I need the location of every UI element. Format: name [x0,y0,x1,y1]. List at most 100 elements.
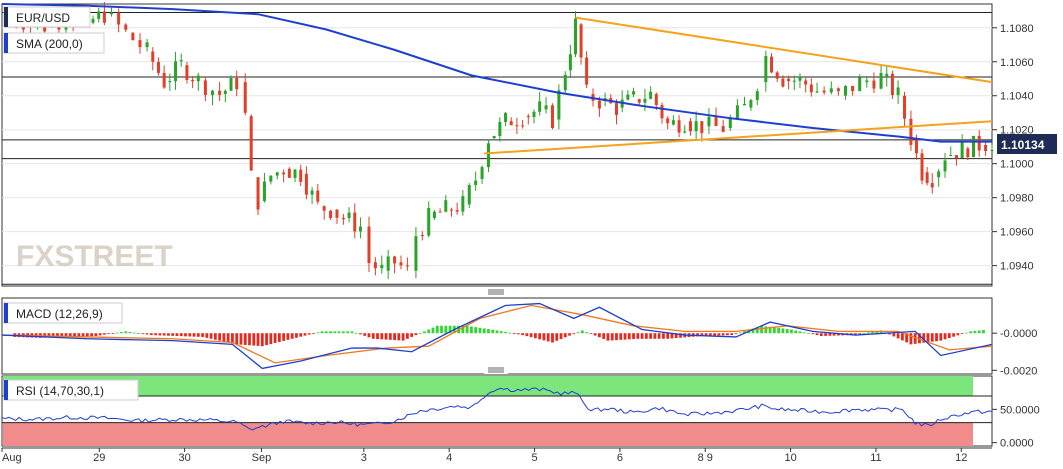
trendline-lower[interactable] [484,120,993,155]
macd-histogram-bar [478,327,482,334]
macd-histogram-bar [388,333,392,340]
candle-down [614,103,618,115]
candle-down [781,78,785,87]
candle-down [585,57,589,85]
macd-histogram-bar [811,333,815,335]
macd-histogram-bar [858,333,862,335]
macd-histogram-bar [662,333,665,339]
candle-down [509,121,513,126]
candle-down [677,120,681,133]
price-tick-label: 1.0980 [1000,193,1034,205]
macd-histogram-bar [363,333,367,336]
candle-up [262,181,266,202]
candle-up [798,76,802,81]
macd-plot-area [1,297,993,375]
candle-up [728,118,732,129]
macd-histogram-bar [149,333,153,336]
trendline-upper[interactable] [575,16,993,84]
macd-histogram-bar [952,333,955,337]
macd-histogram-bar [726,333,729,336]
macd-histogram-bar [623,333,627,340]
macd-histogram-bar [231,333,234,344]
candle-down [243,82,247,113]
macd-histogram-bar [265,333,268,346]
macd-histogram-bar [256,333,260,346]
macd-histogram-bar [226,333,230,343]
candle-down [420,235,424,237]
macd-histogram-bar [90,333,94,337]
macd-histogram-bar [738,332,742,334]
macd-histogram-bar [700,333,704,336]
macd-histogram-bar [862,333,866,334]
candle-up [310,190,314,195]
macd-histogram-bar [704,333,708,336]
macd-histogram-bar [504,331,507,334]
candle-up [943,160,947,172]
macd-histogram-bar [888,333,891,335]
macd-histogram-bar [516,333,520,335]
macd-histogram-bar [179,333,183,337]
macd-histogram-bar [103,333,106,335]
macd-histogram-bar [610,333,614,341]
macd-histogram-bar [474,327,478,334]
candle-down [903,95,907,119]
candle-up [649,91,653,99]
macd-histogram-bar [798,331,802,334]
macd-histogram-bar [312,333,315,335]
candle-down [804,80,808,85]
macd-histogram-bar [124,331,128,334]
candle-down [666,118,670,124]
macd-histogram-bar [85,333,89,337]
macd-histogram-bar [167,333,170,336]
macd-histogram-bar [329,331,332,334]
macd-histogram-bar [777,327,781,334]
price-tick-label: 1.0960 [1000,227,1034,239]
candle-down [515,125,519,127]
macd-histogram-bar [137,333,140,335]
candle-down [249,116,253,171]
macd-histogram-bar [576,332,580,334]
sma-marker [4,33,8,53]
x-tick-label: 5 [531,452,537,464]
candle-up [414,236,418,271]
macd-histogram-bar [324,331,328,334]
macd-histogram-bar [192,333,196,337]
macd-histogram-bar [132,332,136,334]
current-price-label: 1.10134 [1001,138,1045,152]
rsi-marker [4,380,8,400]
candle-up [444,200,448,212]
sma-label: SMA (200,0) [16,37,83,51]
macd-histogram-bar [521,333,525,336]
candle-down [335,209,339,218]
macd-resize-handle[interactable] [484,288,508,296]
rsi-resize-handle[interactable] [484,366,508,374]
x-tick-label: 3 [361,452,367,464]
macd-histogram-bar [717,333,721,336]
macd-histogram-bar [107,333,111,335]
rsi-label: RSI (14,70,30,1) [16,384,104,398]
candle-down [721,126,725,132]
macd-histogram-bar [158,333,162,336]
macd-histogram-bar [538,333,542,340]
macd-histogram-bar [636,333,640,339]
macd-histogram-bar [277,333,281,342]
candle-up [474,180,478,185]
watermark-logo: FXSTREET [16,240,173,273]
macd-histogram-bar [440,325,443,334]
macd-histogram-bar [128,331,132,334]
x-tick-label: 12 [955,452,967,464]
macd-histogram-bar [598,333,601,338]
macd-histogram-bar [260,333,264,347]
macd-marker [4,303,8,323]
macd-histogram-bar [469,326,473,334]
macd-histogram-bar [508,332,512,334]
candle-down [341,217,345,220]
candle-down [700,121,704,134]
rsi-oversold-band [3,422,973,446]
candle-up [574,18,578,55]
macd-histogram-bar [644,333,648,339]
macd-histogram-bar [772,327,776,334]
candle-up [168,81,172,83]
macd-histogram-bar [875,331,879,334]
